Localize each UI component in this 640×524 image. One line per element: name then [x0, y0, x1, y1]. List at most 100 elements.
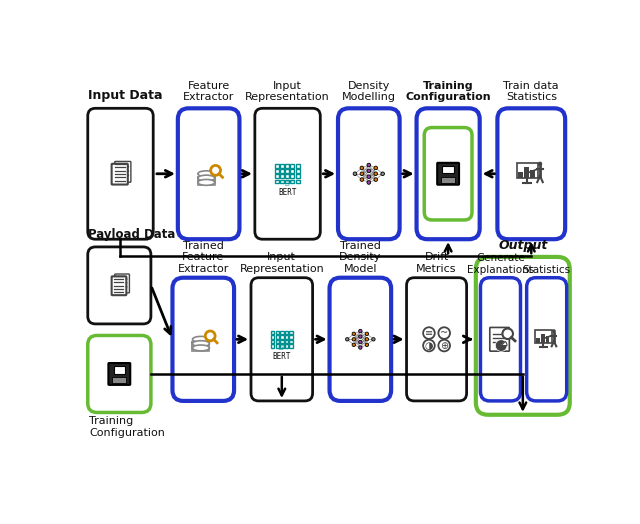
Text: ◑: ◑	[425, 341, 433, 351]
Bar	[534, 331, 552, 343]
Circle shape	[352, 332, 355, 335]
Circle shape	[353, 172, 356, 176]
Bar	[296, 180, 300, 183]
Circle shape	[365, 332, 369, 335]
Text: Payload Data: Payload Data	[88, 228, 175, 241]
Circle shape	[365, 337, 369, 341]
Bar	[276, 331, 279, 334]
Bar	[271, 335, 275, 339]
Ellipse shape	[198, 179, 215, 185]
Bar	[285, 335, 288, 339]
Text: Training
Configuration: Training Configuration	[90, 416, 165, 438]
FancyBboxPatch shape	[88, 335, 151, 412]
Circle shape	[358, 335, 362, 339]
Circle shape	[360, 172, 364, 176]
Bar	[289, 331, 292, 334]
Bar	[441, 177, 455, 183]
FancyBboxPatch shape	[111, 276, 126, 295]
Circle shape	[438, 328, 450, 339]
Circle shape	[374, 172, 378, 176]
Circle shape	[352, 343, 355, 346]
Circle shape	[127, 174, 129, 177]
Circle shape	[125, 278, 127, 280]
Text: Feature
Extractor: Feature Extractor	[183, 81, 234, 102]
Wedge shape	[501, 342, 507, 345]
Bar	[285, 344, 288, 348]
Bar	[289, 335, 292, 339]
Text: ≡: ≡	[425, 328, 433, 338]
FancyBboxPatch shape	[88, 108, 153, 239]
Circle shape	[358, 341, 362, 344]
Circle shape	[372, 337, 375, 341]
Bar	[275, 164, 279, 168]
Ellipse shape	[193, 336, 209, 342]
Circle shape	[552, 329, 556, 333]
Bar	[280, 180, 284, 183]
Text: Trained
Feature
Extractor: Trained Feature Extractor	[177, 241, 229, 274]
Bar	[275, 174, 279, 178]
Bar	[536, 338, 540, 343]
FancyBboxPatch shape	[172, 278, 234, 401]
Text: Training
Configuration: Training Configuration	[405, 81, 491, 102]
Circle shape	[367, 181, 371, 184]
FancyBboxPatch shape	[424, 127, 472, 220]
Text: Output: Output	[498, 239, 547, 252]
Text: Input Data: Input Data	[88, 89, 163, 102]
FancyBboxPatch shape	[406, 278, 467, 401]
Text: ☞: ☞	[277, 343, 286, 354]
FancyBboxPatch shape	[338, 108, 399, 239]
Bar	[271, 331, 275, 334]
Bar	[296, 174, 300, 178]
Bar	[271, 340, 275, 343]
Circle shape	[374, 178, 378, 181]
Circle shape	[538, 161, 542, 166]
Bar	[518, 172, 523, 178]
Bar	[276, 335, 279, 339]
Bar	[285, 164, 289, 168]
Circle shape	[358, 346, 362, 350]
Circle shape	[358, 330, 362, 333]
Text: Drift
Metrics: Drift Metrics	[417, 252, 457, 274]
Bar	[285, 180, 289, 183]
Bar	[280, 335, 284, 339]
Bar	[193, 342, 209, 351]
FancyBboxPatch shape	[251, 278, 312, 401]
Circle shape	[365, 343, 369, 346]
Text: ☞: ☞	[283, 179, 292, 189]
Ellipse shape	[198, 171, 215, 177]
Circle shape	[127, 170, 129, 172]
Circle shape	[205, 331, 215, 341]
Bar	[285, 340, 288, 343]
Bar	[289, 340, 292, 343]
Bar	[285, 331, 288, 334]
FancyBboxPatch shape	[476, 257, 570, 415]
Bar	[291, 174, 294, 178]
FancyBboxPatch shape	[115, 161, 131, 182]
Circle shape	[367, 163, 371, 167]
FancyBboxPatch shape	[115, 274, 129, 293]
Bar	[285, 174, 289, 178]
Text: BERT: BERT	[273, 352, 291, 361]
Text: Generate
Explanations: Generate Explanations	[467, 253, 534, 275]
Text: Train data
Statistics: Train data Statistics	[504, 81, 559, 102]
Bar	[530, 170, 534, 178]
Bar	[291, 180, 294, 183]
Text: Input
Representation: Input Representation	[239, 252, 324, 274]
Ellipse shape	[198, 175, 215, 181]
Bar	[289, 344, 292, 348]
Text: ⊕: ⊕	[440, 341, 448, 351]
Circle shape	[502, 329, 513, 339]
Circle shape	[125, 282, 127, 284]
Bar	[285, 169, 289, 173]
Circle shape	[374, 166, 378, 170]
Bar	[276, 344, 279, 348]
Bar	[541, 334, 545, 343]
Circle shape	[423, 328, 435, 339]
FancyBboxPatch shape	[417, 108, 480, 239]
Text: Input
Representation: Input Representation	[245, 81, 330, 102]
Ellipse shape	[193, 345, 209, 351]
Bar	[546, 336, 550, 343]
FancyBboxPatch shape	[437, 163, 459, 184]
FancyBboxPatch shape	[481, 278, 520, 401]
FancyBboxPatch shape	[178, 108, 239, 239]
